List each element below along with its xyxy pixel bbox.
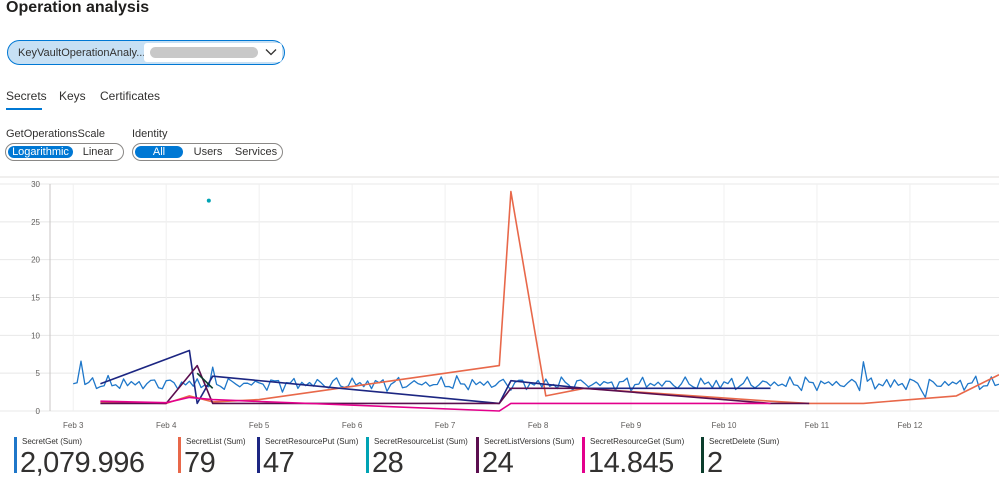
active-tab-indicator — [6, 108, 42, 110]
resource-parameter-value-box[interactable] — [144, 43, 282, 62]
resource-parameter-dropdown[interactable]: KeyVaultOperationAnaly...: — [7, 40, 285, 65]
legend-series-name: SecretList (Sum) — [186, 437, 246, 446]
x-tick-label: Feb 10 — [712, 421, 737, 430]
x-tick-label: Feb 4 — [156, 421, 177, 430]
legend-color-bar — [366, 437, 369, 473]
identity-option-users[interactable]: Users — [193, 146, 223, 158]
scale-toggle: Logarithmic Linear — [5, 143, 124, 161]
legend-series-total: 2,079.996 — [20, 447, 145, 479]
y-tick-label: 30 — [31, 180, 40, 189]
legend-series-total: 24 — [482, 447, 514, 479]
legend-series-total: 28 — [372, 447, 404, 479]
x-tick-label: Feb 12 — [897, 421, 922, 430]
legend-series-name: SecretResourcePut (Sum) — [265, 437, 359, 446]
y-tick-label: 0 — [36, 407, 41, 416]
legend-series-total: 47 — [263, 447, 295, 479]
scale-param-label: GetOperationsScale — [6, 128, 106, 140]
x-tick-label: Feb 9 — [621, 421, 642, 430]
y-tick-label: 20 — [31, 256, 40, 265]
x-tick-label: Feb 6 — [342, 421, 363, 430]
secret-list-versions-series-line — [100, 364, 810, 405]
legend-series-name: SecretDelete (Sum) — [709, 437, 780, 446]
y-tick-label: 25 — [31, 218, 40, 227]
legend-series-total: 14.845 — [588, 447, 674, 479]
secret-delete-series-line — [196, 372, 214, 389]
scale-option-logarithmic[interactable]: Logarithmic — [8, 146, 73, 158]
secret-resource-get-series-line — [100, 396, 771, 412]
x-tick-label: Feb 11 — [805, 421, 830, 430]
y-tick-label: 5 — [36, 369, 41, 378]
x-tick-label: Feb 5 — [249, 421, 270, 430]
scale-option-linear[interactable]: Linear — [82, 146, 114, 158]
secret-resource-list-series-point — [206, 198, 211, 203]
legend-color-bar — [582, 437, 585, 473]
page-title: Operation analysis — [6, 0, 150, 16]
legend-color-bar — [257, 437, 260, 473]
x-tick-label: Feb 7 — [435, 421, 456, 430]
legend-color-bar — [476, 437, 479, 473]
secret-list-series-line — [100, 190, 999, 405]
resource-parameter-value — [150, 47, 258, 58]
identity-option-all[interactable]: All — [135, 146, 183, 158]
legend-color-bar — [178, 437, 181, 473]
identity-toggle: All Users Services — [132, 143, 283, 161]
y-tick-label: 10 — [31, 331, 40, 340]
legend-series-total: 2 — [707, 447, 723, 479]
legend-color-bar — [701, 437, 704, 473]
legend-series-name: SecretResourceList (Sum) — [374, 437, 468, 446]
legend-series-name: SecretGet (Sum) — [22, 437, 83, 446]
operations-line-chart: 0 5 10 15 20 25 30 Feb 3 Feb 4 Feb 5 Feb 6 Feb 7 Feb… — [0, 176, 999, 430]
identity-option-services[interactable]: Services — [234, 146, 278, 158]
legend-color-bar — [14, 437, 17, 473]
tab-keys[interactable]: Keys — [59, 89, 86, 103]
y-tick-label: 15 — [31, 294, 40, 303]
tab-certificates[interactable]: Certificates — [100, 89, 161, 103]
legend-series-total: 79 — [184, 447, 216, 479]
legend-series-name: SecretListVersions (Sum) — [484, 437, 575, 446]
legend-series-name: SecretResourceGet (Sum) — [590, 437, 685, 446]
secret-get-series-line — [73, 360, 999, 399]
identity-param-label: Identity — [132, 128, 168, 140]
tab-secrets[interactable]: Secrets — [6, 89, 47, 103]
chevron-down-icon[interactable] — [265, 46, 277, 58]
resource-parameter-label: KeyVaultOperationAnaly...: — [18, 47, 149, 59]
x-tick-label: Feb 8 — [528, 421, 549, 430]
x-tick-label: Feb 3 — [63, 421, 84, 430]
